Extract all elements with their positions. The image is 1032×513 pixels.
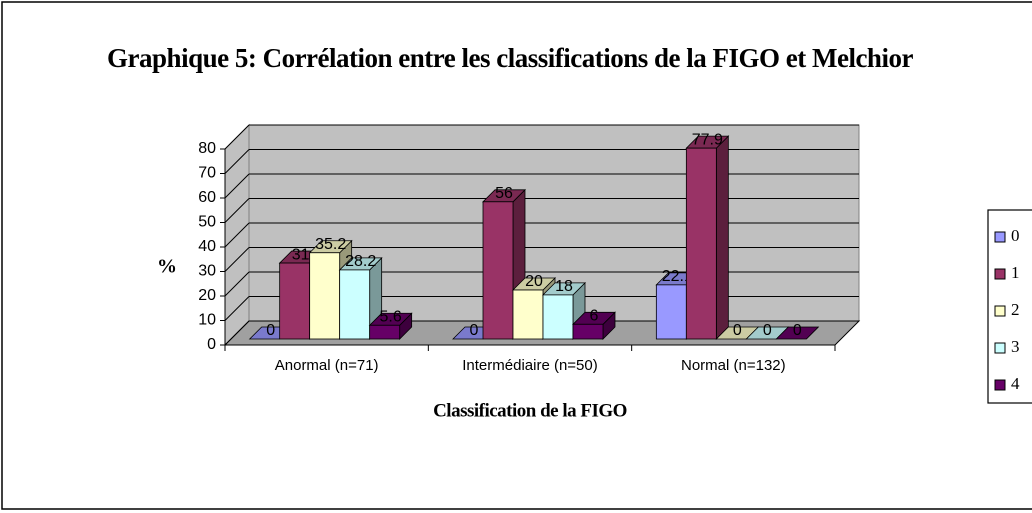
bar-front	[369, 324, 401, 340]
data-label: 0	[733, 322, 742, 339]
legend-label: 1	[1011, 263, 1020, 282]
data-label: 0	[763, 322, 772, 339]
bar-top	[775, 326, 820, 340]
grid-line	[224, 296, 250, 321]
legend-label: 4	[1011, 374, 1020, 393]
y-tick-label: 70	[198, 165, 216, 182]
y-tick-label: 0	[207, 336, 216, 353]
data-label: 0	[793, 322, 802, 339]
bar	[368, 312, 413, 340]
bar-front	[512, 289, 544, 340]
y-axis-title: %	[157, 256, 177, 278]
data-label: 0	[470, 322, 479, 339]
legend-swatch	[994, 268, 1006, 280]
grid-line	[224, 198, 250, 223]
data-label: 0	[266, 322, 275, 339]
legend-swatch	[994, 342, 1006, 354]
legend-label: 3	[1011, 337, 1020, 356]
bar	[572, 311, 616, 340]
bar-front	[279, 262, 311, 340]
grid-line	[224, 247, 250, 272]
legend-swatch	[994, 305, 1006, 317]
x-tick-label: Intermédiaire (n=50)	[462, 357, 597, 374]
data-label: 56	[495, 185, 513, 202]
grid-line	[224, 149, 250, 174]
y-tick-label: 80	[198, 140, 216, 157]
grid-line	[224, 271, 250, 297]
x-tick-label: Normal (n=132)	[681, 357, 786, 374]
chart-title: Graphique 5: Corrélation entre les class…	[107, 43, 913, 73]
grid-line	[224, 173, 250, 199]
bar-front	[542, 294, 574, 340]
y-tick-label: 40	[198, 238, 216, 255]
bar-front	[309, 252, 341, 340]
legend-label: 2	[1011, 300, 1020, 319]
y-tick-label: 20	[198, 287, 216, 304]
data-label: 6	[590, 308, 599, 325]
legend-swatch	[994, 231, 1006, 243]
bar-front	[482, 201, 514, 340]
y-tick-label: 60	[198, 189, 216, 206]
data-label: 18	[555, 278, 573, 295]
data-label: 31	[292, 246, 310, 263]
bar-side	[715, 135, 729, 340]
data-label: 35.2	[315, 236, 346, 253]
legend-swatch	[994, 379, 1006, 391]
bar	[775, 326, 820, 340]
bar	[685, 135, 730, 340]
grid-line	[224, 124, 250, 150]
data-label: 28.2	[345, 253, 376, 270]
data-label: 22.1	[662, 268, 693, 285]
y-tick-label: 50	[198, 214, 216, 231]
y-tick-label: 30	[198, 263, 216, 280]
bar-front	[685, 147, 717, 340]
legend-label: 0	[1011, 226, 1020, 245]
bar-front	[572, 323, 604, 340]
data-label: 20	[525, 273, 543, 290]
y-tick-label: 10	[198, 312, 216, 329]
data-label: 5.6	[380, 308, 402, 325]
bar-front	[655, 284, 687, 340]
bar	[338, 256, 383, 340]
grid-line	[224, 222, 250, 248]
x-axis-title: Classification de la FIGO	[433, 400, 627, 421]
grid-line	[224, 320, 250, 346]
bar-front	[339, 269, 371, 340]
x-tick-label: Anormal (n=71)	[275, 357, 379, 374]
data-label: 77.9	[692, 131, 723, 148]
